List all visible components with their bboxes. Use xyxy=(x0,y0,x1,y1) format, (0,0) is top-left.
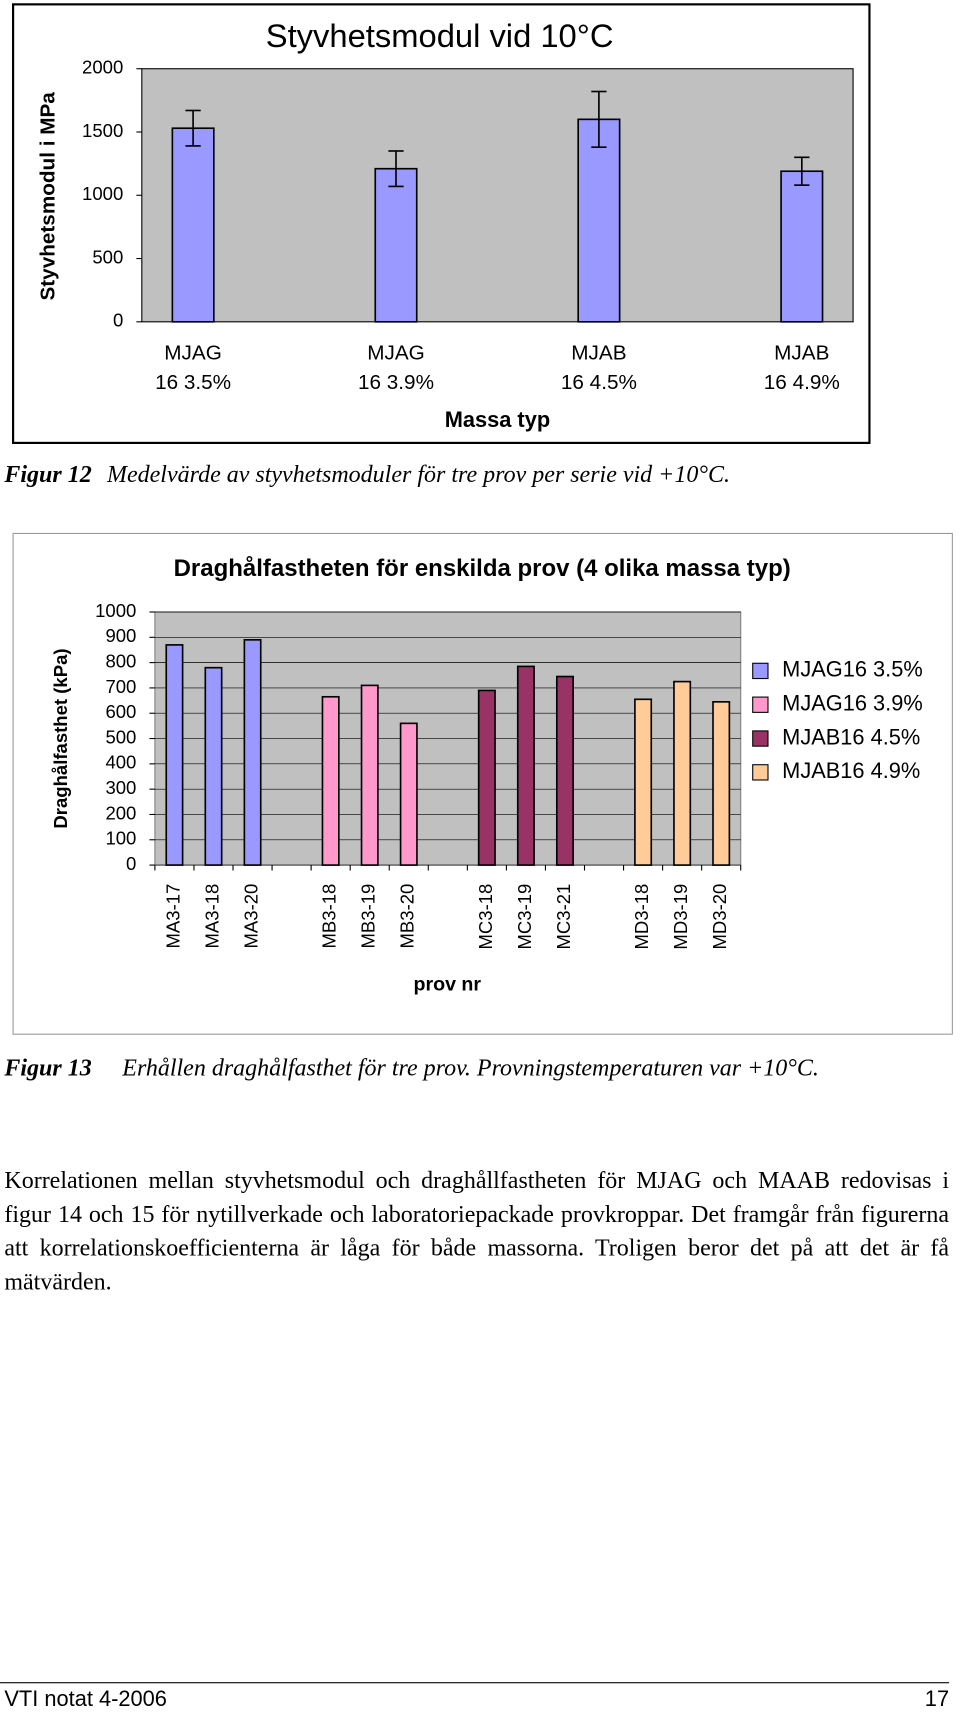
bar xyxy=(555,675,574,866)
caption-label: Figur 13 xyxy=(4,1053,92,1082)
legend-label: MJAB16 4.5% xyxy=(782,724,920,749)
x-tick-label: MD3-20 xyxy=(709,884,730,950)
x-tick-label: MA3-17 xyxy=(162,884,183,949)
x-tick-label: MB3-19 xyxy=(358,884,379,949)
error-bar xyxy=(794,156,810,186)
legend-label: MJAG16 3.5% xyxy=(782,657,923,682)
y-tick-label: 2000 xyxy=(82,57,123,78)
x-tick-label: MC3-19 xyxy=(514,884,535,950)
bar xyxy=(243,639,262,866)
bar xyxy=(516,665,535,866)
legend-swatch xyxy=(752,730,769,747)
x-tick-label: MC3-21 xyxy=(553,884,574,950)
paragraph: Korrelationen mellan styvhetsmodul och d… xyxy=(4,1166,950,1295)
x-tick-label: MA3-18 xyxy=(201,884,222,949)
y-tick-label: 800 xyxy=(105,651,136,672)
x-tick-label: MJAG 16 3.5% xyxy=(155,342,231,394)
page-number: 17 xyxy=(924,1687,950,1712)
bar xyxy=(780,170,824,323)
y-axis-label: Styvhetsmodul i MPa xyxy=(37,92,60,301)
footer-left: VTI notat 4-2006 xyxy=(4,1687,167,1712)
x-axis-label: prov nr xyxy=(413,973,481,995)
y-tick-label: 700 xyxy=(105,676,136,697)
y-tick-label: 900 xyxy=(105,625,136,646)
x-axis-label: Massa typ xyxy=(445,407,550,432)
caption: Figur 13 Erhållen draghålfasthet för tre … xyxy=(4,1051,949,1085)
bar xyxy=(634,698,653,866)
y-tick-label: 400 xyxy=(105,752,136,773)
legend-swatch xyxy=(752,696,769,713)
y-tick-label: 200 xyxy=(105,802,136,823)
legend-swatch xyxy=(752,764,769,781)
bar xyxy=(673,680,692,866)
bar xyxy=(360,684,379,866)
x-tick-label: MA3-20 xyxy=(240,884,261,949)
x-tick-label: MD3-19 xyxy=(670,884,691,950)
chart-title: Draghålfastheten för enskilda prov (4 ol… xyxy=(174,555,791,582)
legend-swatch xyxy=(752,662,769,680)
x-tick-label: MC3-18 xyxy=(475,884,496,950)
x-tick-label: MD3-18 xyxy=(631,884,652,950)
y-tick-label: 0 xyxy=(126,853,136,874)
y-tick-label: 1000 xyxy=(95,600,136,621)
y-tick-label: 100 xyxy=(105,828,136,849)
y-tick-label: 300 xyxy=(105,777,136,798)
error-bar xyxy=(591,90,607,149)
bar xyxy=(204,666,223,866)
bar xyxy=(321,695,340,866)
chart-title: Styvhetsmodul vid 10°C xyxy=(266,17,614,54)
y-tick-label: 1500 xyxy=(82,120,123,141)
footer: VTI notat 4-2006 17 xyxy=(0,1682,950,1712)
caption-label: Figur 12 xyxy=(4,460,92,488)
x-tick-label: MB3-18 xyxy=(319,884,340,949)
caption: Figur 12 Medelvärde av styvhetsmoduler fö… xyxy=(4,460,730,488)
bar xyxy=(171,127,215,323)
y-tick-label: 500 xyxy=(92,246,123,267)
x-tick-label: MB3-20 xyxy=(397,884,418,949)
bar xyxy=(577,118,621,323)
bar xyxy=(165,644,184,866)
x-tick-label: MJAG 16 3.9% xyxy=(358,342,434,394)
caption-text: Medelvärde av styvhetsmoduler för tre pr… xyxy=(107,460,730,488)
y-tick-label: 500 xyxy=(105,726,136,747)
bar xyxy=(712,701,731,866)
y-axis-label: Draghålfasthet (kPa) xyxy=(50,648,71,828)
bar xyxy=(399,722,418,866)
legend-label: MJAB16 4.9% xyxy=(782,758,920,783)
caption-text: Erhållen draghålfasthet för tre prov. Pr… xyxy=(122,1053,819,1082)
error-bar xyxy=(388,150,404,188)
y-tick-label: 1000 xyxy=(82,183,123,204)
x-tick-label: MJAB 16 4.9% xyxy=(764,342,840,394)
plot-area xyxy=(141,68,854,323)
legend-label: MJAG16 3.9% xyxy=(782,690,923,715)
y-tick-label: 600 xyxy=(105,701,136,722)
bar xyxy=(477,689,496,866)
error-bar xyxy=(185,109,201,147)
bar xyxy=(374,167,418,323)
x-tick-label: MJAB 16 4.5% xyxy=(561,342,637,394)
y-tick-label: 0 xyxy=(113,310,123,331)
